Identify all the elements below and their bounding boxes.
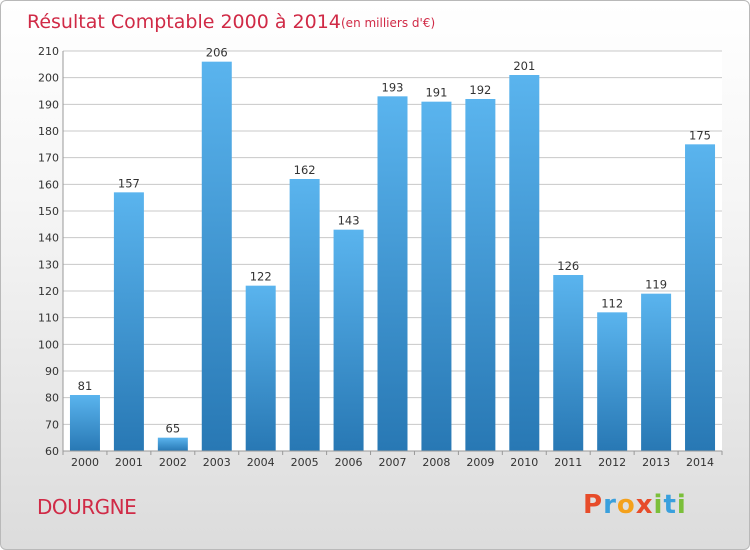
logo-letter: x [635,490,654,520]
y-tick-label: 140 [38,232,59,245]
bar-2012 [597,312,628,451]
y-tick-label: 130 [38,258,59,271]
y-tick-label: 110 [38,312,59,325]
x-tick-label-2007: 2007 [379,456,407,469]
y-axis: 60 70 80 90 100 110 120 130 140 150 160 170 180 190 20… [38,45,64,458]
logo-letter: i [676,490,687,520]
y-tick-label: 190 [38,98,59,111]
x-axis: 2000 2001 2002 2003 2004 2005 2006 2007 2008 2009… [62,450,723,469]
bar-2014 [685,144,716,452]
x-tick-label-2006: 2006 [335,456,363,469]
value-label-2007: 193 [382,80,404,94]
value-label-2004: 122 [250,270,272,284]
x-tick-label-2011: 2011 [554,456,582,469]
x-tick-label-2000: 2000 [71,456,99,469]
x-tick-label-2005: 2005 [291,456,319,469]
value-label-2005: 162 [294,163,316,177]
bars: 81 157 65 206 122 162 143 193 191 192 201 126 112 119… [69,46,716,452]
logo-letter: r [603,490,617,520]
x-tick-label-2013: 2013 [642,456,670,469]
y-tick-label: 210 [38,45,59,58]
x-tick-label-2012: 2012 [598,456,626,469]
bar-2005 [289,179,320,451]
x-tick-label-2004: 2004 [247,456,275,469]
value-label-2008: 191 [425,86,447,100]
y-tick-label: 170 [38,152,59,165]
x-tick-label-2009: 2009 [466,456,494,469]
chart-subtitle: (en milliers d'€) [341,16,435,30]
y-tick-label: 60 [45,445,59,458]
x-tick-label-2001: 2001 [115,456,143,469]
x-tick-label-2002: 2002 [159,456,187,469]
proxiti-logo: Proxiti [583,490,687,520]
bar-2001 [113,192,144,452]
logo-letter: i [653,490,664,520]
chart-title: Résultat Comptable 2000 à 2014 [27,11,341,33]
bar-2010 [509,75,540,451]
y-tick-label: 100 [38,338,59,351]
logo-letter: o [616,490,636,520]
y-tick-label: 120 [38,285,59,298]
y-tick-label: 200 [38,72,59,85]
x-tick-label-2010: 2010 [510,456,538,469]
bar-2000 [69,395,100,451]
bar-2007 [377,96,408,451]
bar-2013 [641,293,672,451]
bar-2003 [201,61,232,452]
bar-2006 [333,229,364,451]
value-label-2014: 175 [689,128,711,142]
bar-2004 [245,285,276,451]
y-tick-label: 160 [38,178,59,191]
value-label-2009: 192 [469,83,491,97]
x-tick-label-2014: 2014 [686,456,714,469]
plot-area: 81 157 65 206 122 162 143 193 191 192 201 126 112 119… [38,45,723,469]
value-label-2003: 206 [206,46,228,60]
x-tick-label-2008: 2008 [422,456,450,469]
value-label-2006: 143 [338,214,360,228]
x-tick-label-2003: 2003 [203,456,231,469]
logo-letter: t [663,490,677,520]
logo-letter: P [583,490,604,520]
value-label-2001: 157 [118,176,140,190]
bar-2011 [553,275,584,451]
value-label-2013: 119 [645,278,667,292]
bar-2008 [421,101,452,452]
y-tick-label: 90 [45,365,59,378]
y-tick-label: 150 [38,205,59,218]
y-tick-label: 180 [38,125,59,138]
value-label-2010: 201 [513,59,535,73]
bar-2002 [157,437,188,451]
y-tick-label: 80 [45,392,59,405]
value-label-2012: 112 [601,296,623,310]
value-label-2000: 81 [78,379,93,393]
bar-2009 [465,99,496,451]
value-label-2011: 126 [557,259,579,273]
commune-name: DOURGNE [37,495,137,519]
value-label-2002: 65 [166,422,181,436]
y-tick-label: 70 [45,418,59,431]
